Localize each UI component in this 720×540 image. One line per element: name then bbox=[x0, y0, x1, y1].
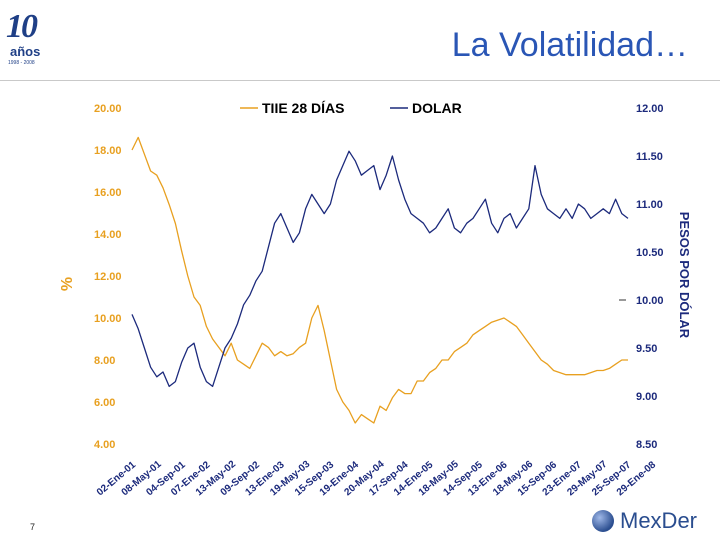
left-tick-label: 18.00 bbox=[94, 145, 122, 157]
left-tick-label: 16.00 bbox=[94, 187, 122, 199]
left-tick-label: 14.00 bbox=[94, 229, 122, 241]
right-tick-label: 10.50 bbox=[636, 247, 664, 259]
series-line-dolar bbox=[131, 150, 629, 388]
right-tick-label: 11.50 bbox=[636, 151, 663, 163]
right-tick-label: 8.50 bbox=[636, 439, 657, 451]
mexder-logo: MexDer bbox=[592, 508, 712, 536]
left-axis-title: % bbox=[59, 277, 76, 291]
legend-label-tiie: TIIE 28 DÍAS bbox=[262, 100, 344, 116]
left-tick-label: 4.00 bbox=[94, 439, 115, 451]
legend-label-dolar: DOLAR bbox=[412, 100, 462, 116]
brand-name: MexDer bbox=[620, 508, 698, 533]
left-tick-label: 12.00 bbox=[94, 271, 122, 283]
right-tick-label: 9.00 bbox=[636, 391, 657, 403]
right-tick-label: 12.00 bbox=[636, 103, 664, 115]
page-title: La Volatilidad… bbox=[451, 26, 688, 64]
logo-text: años bbox=[10, 44, 41, 59]
left-tick-label: 6.00 bbox=[94, 397, 115, 409]
divider bbox=[0, 80, 720, 81]
left-tick-label: 10.00 bbox=[94, 313, 122, 325]
page-number: 7 bbox=[30, 522, 36, 532]
right-axis-title: PESOS POR DÓLAR bbox=[677, 212, 692, 339]
right-tick-label: 9.50 bbox=[636, 343, 657, 355]
left-tick-label: 8.00 bbox=[94, 355, 115, 367]
left-tick-label: 20.00 bbox=[94, 103, 122, 115]
anniversary-logo: 10 años 1998 - 2008 bbox=[4, 8, 56, 68]
globe-icon bbox=[592, 510, 614, 532]
right-tick-label: 11.00 bbox=[636, 199, 663, 211]
right-tick-label: 10.00 bbox=[636, 295, 664, 307]
logo-number: 10 bbox=[6, 8, 38, 45]
logo-years: 1998 - 2008 bbox=[8, 60, 35, 66]
series-line-tiie bbox=[131, 136, 628, 424]
